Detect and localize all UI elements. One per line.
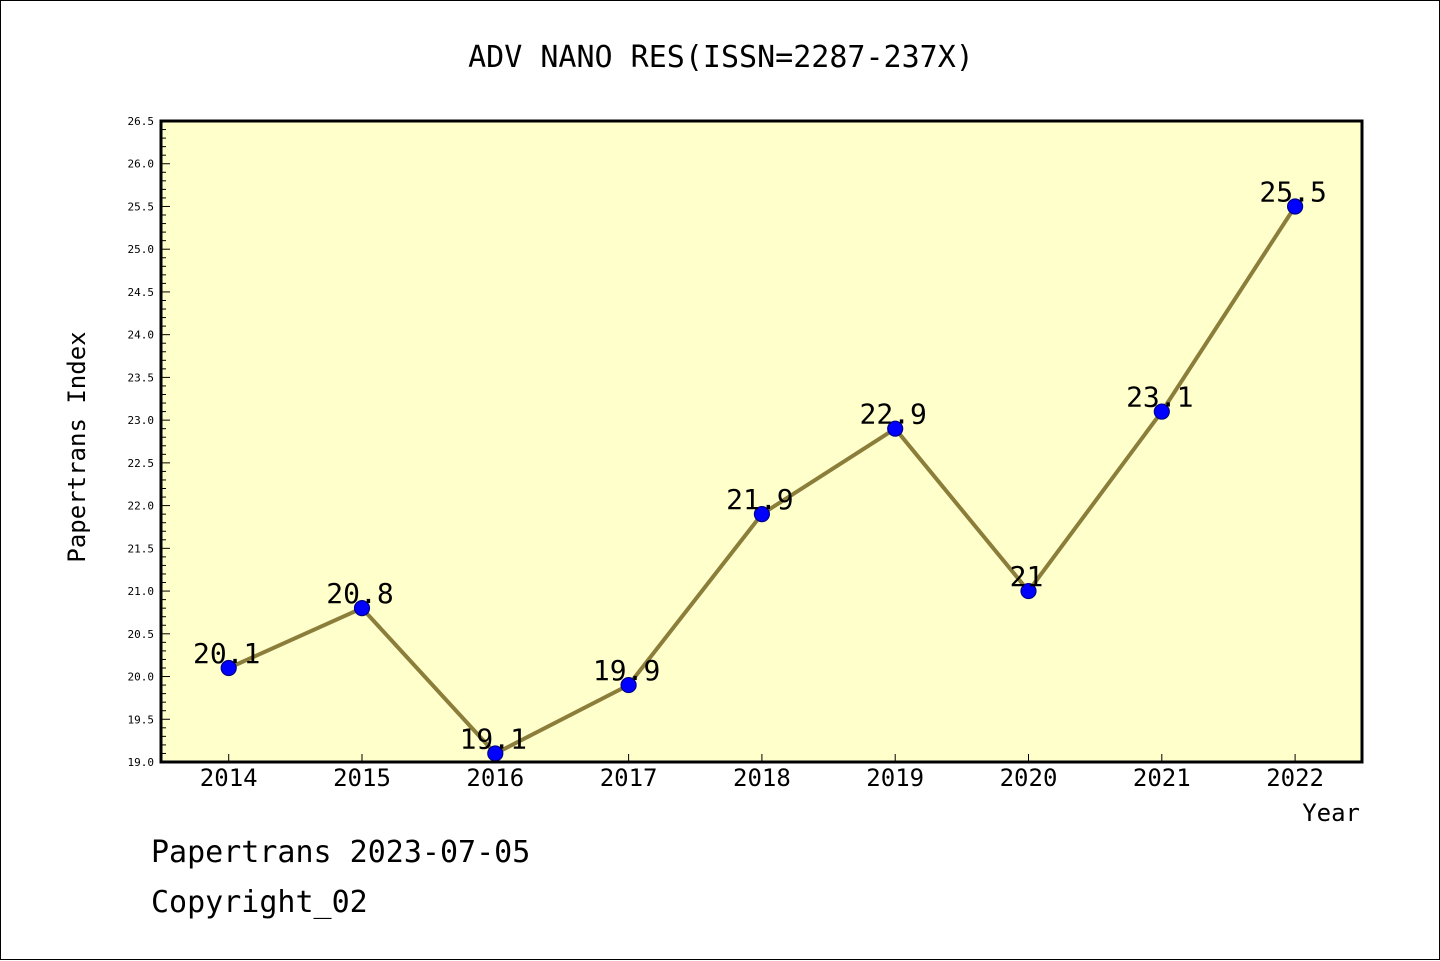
y-tick-label: 20.0 <box>128 671 155 684</box>
x-tick-label: 2017 <box>600 764 658 792</box>
footer-date: Papertrans 2023-07-05 <box>151 835 531 870</box>
x-tick-label: 2020 <box>1000 764 1058 792</box>
data-point <box>353 600 371 617</box>
plot-area <box>161 121 1362 762</box>
data-point <box>1020 582 1037 600</box>
y-tick-label: 20.5 <box>128 628 155 641</box>
y-tick-label: 22.5 <box>128 457 155 470</box>
data-label: 23.1 <box>1126 381 1193 414</box>
x-tick-label: 2022 <box>1266 764 1324 792</box>
y-tick-label: 25.0 <box>128 243 155 256</box>
data-label: 25.5 <box>1259 175 1326 208</box>
x-tick-label: 2014 <box>200 764 258 792</box>
y-tick-label: 23.0 <box>128 414 155 427</box>
x-tick-label: 2015 <box>333 764 391 792</box>
y-tick-label: 23.5 <box>128 371 155 384</box>
x-axis: 2014 2015 2016 2017 2018 2019 2020 2021 2022 <box>200 754 1324 792</box>
x-tick-label: 2019 <box>866 764 924 792</box>
data-point <box>620 676 637 694</box>
y-tick-label: 24.5 <box>128 286 155 299</box>
data-point <box>1153 403 1170 420</box>
data-label: 19.9 <box>593 654 660 687</box>
data-point <box>1286 198 1304 215</box>
series-layer: 20.1 20.8 19.1 19.9 21.9 22.9 21 23.1 25.5 <box>193 175 1327 762</box>
y-tick-label: 21.0 <box>128 585 155 598</box>
data-point <box>753 506 771 523</box>
plot-border <box>159 119 1364 764</box>
y-axis-label: Papertrans Index <box>63 331 91 562</box>
x-tick-label: 2016 <box>466 764 524 792</box>
y-axis: 19.0 19.5 20.0 20.5 21.0 21.5 22.0 22.5 23.0 23.5… <box>128 115 170 769</box>
x-axis-label: Year <box>1302 799 1360 827</box>
data-label: 22.9 <box>859 398 926 431</box>
y-tick-label: 26.5 <box>128 115 155 128</box>
data-point <box>220 659 237 677</box>
chart-title: ADV NANO RES(ISSN=2287-237X) <box>468 40 974 75</box>
data-label: 21 <box>1010 560 1044 593</box>
footer-copyright: Copyright_02 <box>151 885 368 920</box>
y-tick-label: 21.5 <box>128 542 155 555</box>
y-tick-label: 24.0 <box>128 329 155 342</box>
data-point <box>887 420 904 437</box>
y-tick-label: 25.5 <box>128 200 155 213</box>
y-tick-label: 26.0 <box>128 158 155 171</box>
y-tick-label: 19.5 <box>128 713 155 726</box>
y-tick-label: 22.0 <box>128 500 155 513</box>
data-label: 19.1 <box>460 722 527 755</box>
data-label: 21.9 <box>726 483 793 516</box>
x-tick-label: 2018 <box>733 764 791 792</box>
data-label: 20.1 <box>193 637 260 670</box>
y-tick-label: 19.0 <box>128 756 155 769</box>
x-tick-label: 2021 <box>1133 764 1191 792</box>
data-label: 20.8 <box>326 577 393 610</box>
